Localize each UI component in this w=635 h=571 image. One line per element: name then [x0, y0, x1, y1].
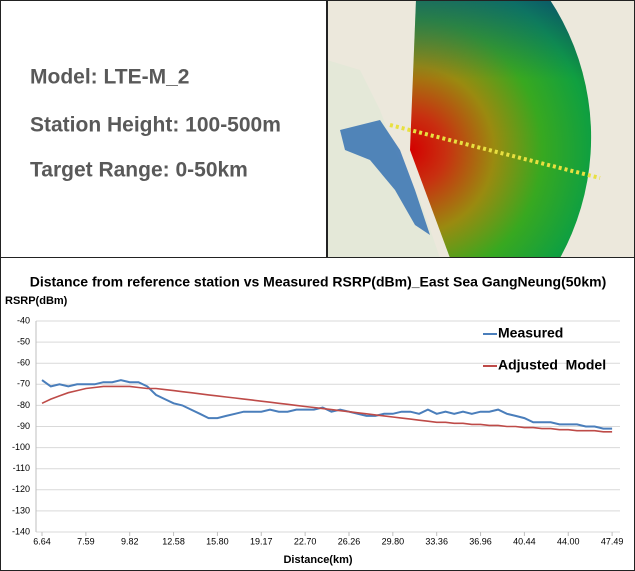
- x-tick-label: 19.17: [250, 536, 273, 546]
- page: Model: LTE-M_2 Station Height: 100-500m …: [0, 0, 635, 571]
- x-tick-label: 44.00: [557, 536, 580, 546]
- x-tick-label: 29.80: [382, 536, 405, 546]
- x-tick-label: 9.82: [121, 536, 139, 546]
- y-tick-label: -90: [17, 421, 30, 431]
- info-line: Station Height: 100-500m: [30, 114, 281, 137]
- y-tick-label: -120: [12, 484, 30, 494]
- y-tick-label: -70: [17, 379, 30, 389]
- x-tick-label: 26.26: [338, 536, 361, 546]
- x-tick-label: 40.44: [513, 536, 536, 546]
- x-tick-label: 7.59: [77, 536, 95, 546]
- coverage-map: [327, 0, 635, 258]
- info-line: Target Range: 0-50km: [30, 159, 248, 182]
- y-tick-label: -110: [13, 463, 30, 473]
- y-tick-label: -50: [17, 336, 30, 346]
- y-axis-label: RSRP(dBm): [5, 295, 68, 307]
- x-axis-label: Distance(km): [283, 554, 352, 566]
- legend-label: Measured: [498, 325, 563, 341]
- x-tick-label: 6.64: [33, 536, 51, 546]
- coverage-edge: [410, 0, 591, 258]
- y-tick-label: -40: [17, 315, 30, 325]
- x-tick-label: 47.49: [601, 536, 624, 546]
- x-tick-label: 12.58: [162, 536, 185, 546]
- chart-title: Distance from reference station vs Measu…: [30, 274, 607, 290]
- info-line: Model: LTE-M_2: [30, 66, 189, 89]
- legend-label: Adjusted Model: [498, 357, 606, 373]
- figure: Model: LTE-M_2 Station Height: 100-500m …: [0, 0, 635, 571]
- x-tick-label: 22.70: [294, 536, 317, 546]
- y-tick-label: -140: [12, 526, 30, 536]
- x-tick-label: 15.80: [206, 536, 229, 546]
- x-tick-label: 33.36: [425, 536, 448, 546]
- x-tick-label: 36.96: [469, 536, 492, 546]
- y-tick-label: -100: [12, 442, 30, 452]
- y-tick-label: -80: [17, 400, 30, 410]
- y-tick-label: -130: [12, 505, 30, 515]
- y-tick-label: -60: [17, 358, 30, 368]
